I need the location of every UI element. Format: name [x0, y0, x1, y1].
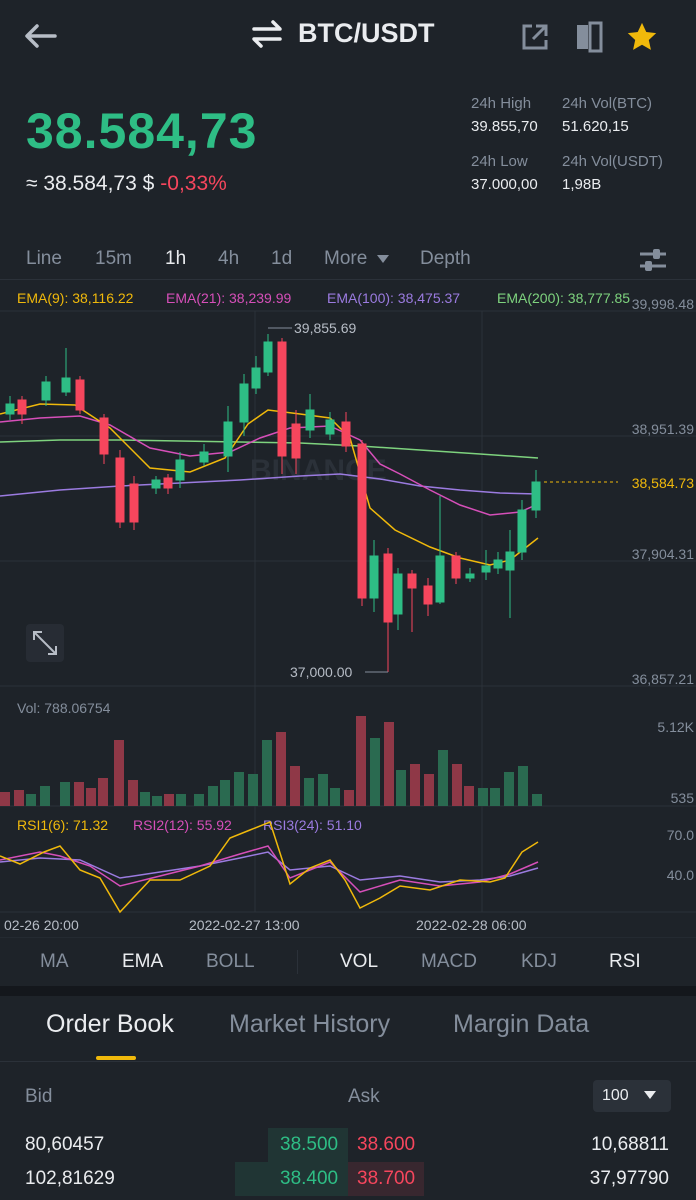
rsi-axis-top: 70.0 [667, 827, 694, 843]
tab-15m[interactable]: 15m [95, 248, 132, 269]
orderbook-row[interactable]: 80,60457 38.500 38.600 10,68811 [0, 1128, 696, 1162]
ema9-legend: EMA(9): 38,116.22 [17, 290, 134, 306]
ema100-legend: EMA(100): 38,475.37 [327, 290, 460, 306]
orderbook-tabs: Order Book Market History Margin Data [0, 996, 696, 1062]
bid-depth-bar [235, 1162, 348, 1196]
indicator-rsi[interactable]: RSI [609, 951, 641, 972]
time-axis-label: 2022-02-27 13:00 [189, 917, 300, 933]
indicator-ema[interactable]: EMA [122, 951, 164, 972]
ask-price: 38.700 [357, 1168, 416, 1189]
high-label: 24h High [471, 95, 532, 112]
timeframe-tabs: Line 15m 1h 4h 1d More Depth [0, 240, 696, 280]
price-subline: ≈ 38.584,73 $ -0,33% [26, 172, 227, 196]
indicator-divider [297, 950, 298, 974]
high-marker: 39,855.69 [294, 320, 356, 336]
rsi2-legend: RSI2(12): 55.92 [133, 817, 232, 833]
bid-qty: 80,60457 [25, 1134, 105, 1155]
indicator-tabs: MA EMA BOLL VOL MACD KDJ RSI [0, 940, 696, 986]
tab-more[interactable]: More [324, 248, 390, 270]
stats-col-1: 24h High 39.855,70 24h Low 37.000,00 [471, 95, 538, 193]
stats-col-2: 24h Vol(BTC) 51.620,15 24h Vol(USDT) 1,9… [562, 95, 663, 193]
tab-market-history[interactable]: Market History [229, 1010, 391, 1038]
last-price: 38.584,73 [26, 103, 258, 159]
chart-settings-icon[interactable] [638, 246, 668, 274]
bid-price: 38.500 [280, 1134, 339, 1155]
time-axis-label: 2022-02-28 06:00 [416, 917, 527, 933]
vol-usdt-value: 1,98B [562, 176, 602, 193]
ema200-legend: EMA(200): 38,777.85 [497, 290, 630, 306]
vol-btc-label: 24h Vol(BTC) [562, 95, 653, 112]
candles [5, 334, 541, 672]
tab-1d[interactable]: 1d [271, 248, 293, 269]
time-axis-label: 02-26 20:00 [4, 917, 79, 933]
ask-qty: 37,97790 [589, 1168, 669, 1189]
chevron-down-icon [376, 255, 389, 263]
star-icon[interactable] [625, 20, 659, 54]
tab-line[interactable]: Line [26, 248, 62, 269]
current-price-tag: 38,584.73 [632, 475, 694, 491]
price-axis-label: 36,857.21 [632, 671, 694, 687]
indicator-kdj[interactable]: KDJ [521, 951, 557, 972]
active-tab-underline [96, 1056, 136, 1060]
volume-label: Vol: 788.06754 [17, 700, 111, 716]
expand-icon[interactable] [26, 624, 64, 662]
rsi1-line [0, 821, 539, 914]
ask-price: 38.600 [357, 1134, 416, 1155]
volume-axis-bottom: 535 [671, 790, 695, 806]
indicator-boll[interactable]: BOLL [206, 951, 255, 972]
price-change: -0,33% [160, 172, 227, 195]
ema200-line [0, 439, 539, 459]
pair-title[interactable]: BTC/USDT [250, 18, 435, 49]
indicator-ma[interactable]: MA [40, 951, 69, 972]
vol-usdt-label: 24h Vol(USDT) [562, 153, 663, 170]
low-label: 24h Low [471, 153, 528, 170]
tab-1h[interactable]: 1h [165, 248, 187, 269]
tab-depth[interactable]: Depth [420, 248, 471, 269]
bid-header: Bid [25, 1086, 53, 1107]
bid-depth-bar [268, 1128, 348, 1162]
price-axis-label: 39,998.48 [632, 296, 694, 312]
back-arrow-icon[interactable] [22, 22, 58, 50]
top-bar: BTC/USDT [0, 0, 696, 80]
chevron-down-icon [644, 1091, 656, 1099]
vol-btc-value: 51.620,15 [562, 118, 629, 135]
kline-chart[interactable]: EMA(9): 38,116.22 EMA(21): 38,239.99 EMA… [0, 282, 696, 938]
approx-usd: ≈ 38.584,73 $ [26, 172, 155, 195]
volume-bars [0, 716, 542, 806]
depth-select[interactable]: 100 [593, 1080, 671, 1112]
book-icon[interactable] [574, 20, 604, 54]
share-icon[interactable] [520, 22, 550, 52]
rsi-axis-bottom: 40.0 [667, 867, 694, 883]
pair-name: BTC/USDT [298, 18, 435, 48]
bid-price: 38.400 [280, 1168, 339, 1189]
depth-value: 100 [602, 1087, 629, 1104]
orderbook-row[interactable]: 102,81629 38.400 38.700 37,97790 [0, 1162, 696, 1196]
indicator-macd[interactable]: MACD [421, 951, 477, 972]
tab-4h[interactable]: 4h [218, 248, 240, 269]
tab-margin-data[interactable]: Margin Data [453, 1010, 590, 1038]
rsi3-line [0, 851, 539, 883]
rsi3-legend: RSI3(24): 51.10 [263, 817, 362, 833]
tab-more-label: More [324, 248, 368, 269]
ask-depth-bar [348, 1162, 424, 1196]
price-axis-label: 37,904.31 [632, 546, 694, 562]
indicator-vol[interactable]: VOL [340, 951, 379, 972]
bid-qty: 102,81629 [25, 1168, 115, 1189]
tab-order-book[interactable]: Order Book [46, 1010, 174, 1038]
price-axis-label: 38,951.39 [632, 421, 694, 437]
ask-header: Ask [348, 1086, 380, 1107]
section-divider [0, 986, 696, 996]
ema21-legend: EMA(21): 38,239.99 [166, 290, 292, 306]
rsi2-line [0, 845, 539, 893]
rsi1-legend: RSI1(6): 71.32 [17, 817, 108, 833]
low-value: 37.000,00 [471, 176, 538, 193]
low-marker: 37,000.00 [290, 664, 352, 680]
swap-icon[interactable] [250, 19, 284, 48]
high-value: 39.855,70 [471, 118, 538, 135]
ema100-line [0, 473, 539, 497]
volume-axis-top: 5.12K [657, 719, 694, 735]
ask-qty: 10,68811 [591, 1134, 669, 1155]
